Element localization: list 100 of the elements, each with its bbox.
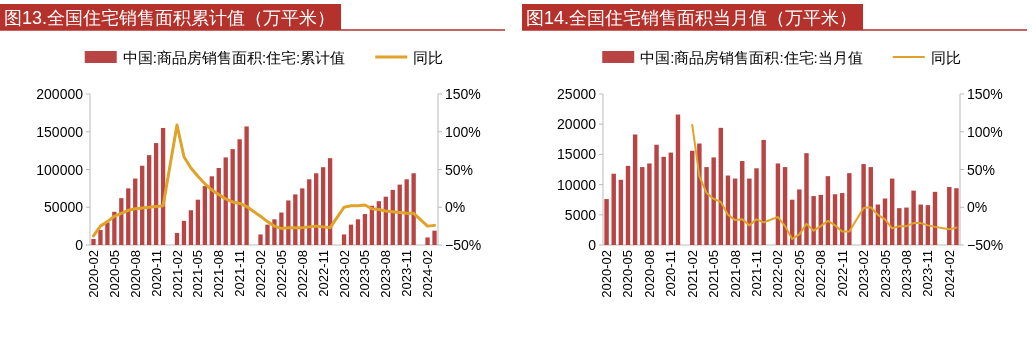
x-tick-label: 2021-02 [169, 250, 185, 298]
bar [690, 150, 695, 245]
bar [797, 189, 802, 245]
x-tick-label: 2022-08 [813, 250, 829, 298]
bar [761, 139, 766, 245]
bar [661, 156, 666, 245]
bar [625, 165, 631, 245]
chart-title: 图14.全国住宅销售面积当月值（万平米） [526, 8, 858, 28]
y-tick-label: 200000 [36, 86, 84, 102]
bar [147, 155, 152, 245]
y-tick-label: 0 [75, 237, 84, 253]
y-tick-label: 100000 [36, 161, 84, 178]
y2-tick-label: 150% [445, 86, 481, 102]
bar [279, 212, 284, 245]
x-tick-label: 2020-11 [148, 250, 164, 297]
bar [174, 232, 180, 245]
y2-tick-label: 50% [967, 161, 996, 178]
bar [348, 224, 354, 245]
bar [897, 208, 902, 245]
x-tick-label: 2022-05 [273, 250, 289, 298]
bar [341, 234, 347, 245]
bar [202, 186, 207, 245]
y-tick-label: 150000 [36, 123, 84, 140]
x-tick-label: 2020-11 [663, 250, 679, 297]
bar [362, 214, 368, 245]
bar [98, 229, 103, 245]
bar [618, 179, 624, 245]
x-tick-label: 2022-11 [315, 250, 331, 297]
x-tick-label: 2020-05 [106, 250, 122, 298]
x-tick-label: 2020-08 [127, 250, 143, 298]
x-tick-label: 2021-05 [706, 250, 722, 298]
y2-tick-label: 150% [967, 86, 1003, 102]
y-tick-label: 10000 [557, 176, 597, 193]
x-tick-label: 2022-08 [294, 250, 310, 298]
bar [355, 219, 361, 245]
bar [105, 222, 110, 245]
bar [647, 163, 652, 245]
x-tick-label: 2022-11 [834, 250, 850, 297]
x-tick-label: 2023-02 [856, 250, 872, 298]
x-tick-label: 2022-02 [253, 250, 269, 298]
x-tick-label: 2023-05 [357, 250, 373, 298]
bar [153, 143, 159, 245]
y2-tick-label: 0% [967, 199, 988, 216]
x-tick-label: 2021-08 [727, 250, 743, 298]
bar [711, 157, 716, 245]
x-tick-label: 2021-11 [749, 250, 765, 297]
bar [411, 173, 416, 245]
bar [188, 210, 194, 245]
bar [668, 152, 674, 245]
bar [195, 199, 201, 245]
bar [847, 173, 852, 245]
y2-tick-label: 100% [967, 123, 1003, 140]
y-tick-label: 0 [588, 237, 597, 253]
bar [747, 178, 752, 245]
legend-label: 中国:商品房销售面积:住宅:当月值 [640, 49, 863, 66]
bar [91, 238, 96, 245]
bar [223, 157, 228, 245]
bar [181, 220, 187, 245]
bar [675, 114, 681, 245]
chart-title: 图13.全国住宅销售面积累计值（万平米） [4, 8, 336, 28]
bar [754, 168, 759, 245]
x-tick-label: 2023-11 [920, 250, 936, 297]
bar [947, 187, 952, 245]
x-tick-label: 2023-11 [399, 250, 415, 297]
x-tick-label: 2023-08 [378, 250, 394, 298]
bar [604, 199, 609, 245]
bar [237, 139, 242, 245]
bar [811, 196, 816, 245]
y2-tick-label: 50% [445, 161, 474, 178]
y-tick-label: 25000 [557, 86, 597, 102]
x-tick-label: 2023-08 [898, 250, 914, 298]
x-tick-label: 2024-02 [941, 250, 957, 298]
line-series [91, 123, 437, 238]
y-tick-label: 20000 [557, 116, 597, 133]
x-tick-label: 2020-05 [620, 250, 636, 298]
legend-label: 同比 [413, 49, 444, 66]
x-tick-label: 2021-05 [190, 250, 206, 298]
x-tick-label: 2023-02 [336, 250, 352, 298]
bar [611, 173, 616, 245]
bar [258, 234, 263, 245]
y-tick-label: 15000 [557, 146, 597, 163]
line-series [691, 123, 958, 240]
x-tick-label: 2020-02 [599, 250, 615, 298]
y-tick-label: 5000 [564, 206, 597, 223]
bar [697, 143, 702, 245]
x-tick-label: 2022-05 [791, 250, 807, 298]
y2-tick-label: 100% [445, 123, 481, 140]
x-tick-label: 2024-02 [420, 250, 436, 298]
y2-tick-label: −50% [445, 237, 482, 253]
bar [230, 149, 235, 245]
y-tick-label: 50000 [44, 199, 84, 216]
bar [704, 167, 709, 245]
bar [425, 237, 430, 245]
bar [954, 188, 959, 245]
x-tick-label: 2020-08 [641, 250, 657, 298]
bar [911, 190, 916, 245]
x-tick-label: 2021-11 [232, 250, 248, 297]
legend-label: 中国:商品房销售面积:住宅:累计值 [122, 49, 346, 66]
x-tick-label: 2020-02 [85, 250, 101, 298]
y2-tick-label: −50% [967, 237, 1004, 253]
